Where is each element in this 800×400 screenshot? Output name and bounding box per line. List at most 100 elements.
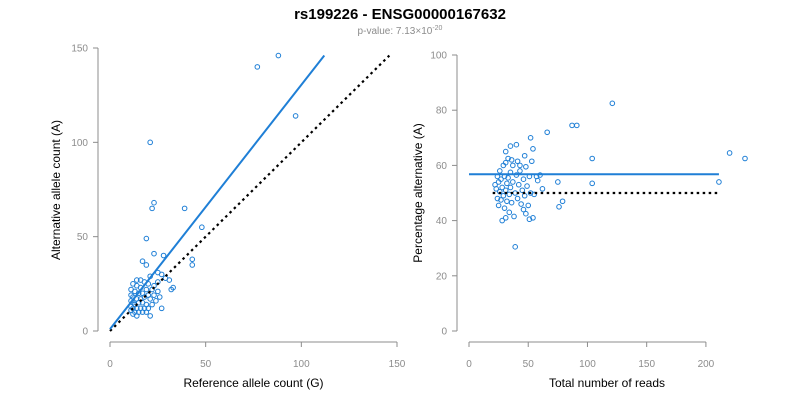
y-tick-label: 0: [441, 327, 447, 338]
data-point: [499, 217, 505, 224]
data-point: [147, 313, 153, 319]
data-point: [726, 150, 733, 156]
data-point: [494, 195, 501, 202]
x-tick-label: 50: [200, 359, 212, 370]
data-point: [512, 244, 518, 250]
data-point: [500, 162, 507, 169]
x-tick-label: 150: [638, 359, 655, 370]
data-point: [517, 168, 523, 174]
data-point: [147, 296, 153, 302]
data-point: [502, 187, 509, 194]
data-point: [147, 139, 153, 146]
data-point: [139, 258, 146, 264]
data-point: [716, 179, 722, 185]
data-point: [519, 187, 526, 194]
x-axis-title: Reference allele count (G): [183, 376, 323, 390]
data-point: [520, 176, 527, 182]
data-point: [520, 206, 527, 213]
data-point: [158, 271, 165, 278]
y-axis-title: Alternative allele count (A): [49, 120, 63, 260]
data-point: [254, 64, 261, 70]
x-tick-label: 200: [698, 359, 715, 370]
data-point: [544, 129, 550, 136]
data-point: [151, 250, 157, 257]
data-point: [523, 210, 529, 217]
p-value-exponent: -20: [432, 25, 442, 32]
data-point: [495, 202, 502, 209]
data-point: [504, 198, 510, 205]
y-tick-label: 100: [71, 138, 88, 149]
data-point: [531, 191, 537, 198]
data-point: [527, 190, 534, 196]
data-point: [189, 256, 196, 263]
data-point: [505, 155, 511, 162]
data-point: [189, 262, 196, 268]
data-point: [521, 152, 528, 159]
data-point: [510, 179, 516, 185]
data-point: [139, 309, 146, 315]
data-point: [160, 252, 167, 259]
data-point: [506, 191, 513, 198]
data-point: [507, 143, 514, 149]
data-point: [149, 205, 155, 212]
data-point: [530, 146, 536, 152]
data-point: [534, 177, 541, 184]
x-tick-label: 100: [293, 359, 310, 370]
x-axis-title: Total number of reads: [549, 376, 665, 390]
x-tick-label: 0: [107, 359, 113, 370]
fit-line: [109, 54, 326, 330]
data-point: [506, 209, 513, 216]
data-point: [133, 277, 140, 283]
y-tick-label: 0: [82, 327, 88, 338]
data-point: [199, 224, 205, 231]
data-point: [133, 313, 140, 319]
data-point: [181, 205, 188, 212]
data-point: [609, 100, 616, 107]
data-point: [158, 305, 165, 312]
data-point: [508, 157, 515, 163]
data-point: [569, 122, 575, 129]
data-point: [504, 180, 510, 187]
p-value-text: p-value: 7.13×10: [358, 26, 433, 37]
data-point: [507, 184, 514, 191]
y-tick-label: 60: [436, 161, 448, 172]
y-tick-label: 80: [436, 106, 448, 117]
data-point: [521, 192, 528, 199]
data-point: [502, 148, 509, 155]
data-point: [155, 288, 161, 295]
data-point: [149, 301, 155, 308]
x-tick-label: 0: [466, 359, 472, 370]
data-point: [168, 286, 175, 293]
data-point: [525, 202, 532, 209]
data-point: [526, 216, 533, 223]
data-point: [141, 294, 148, 300]
data-point: [151, 199, 157, 206]
y-tick-label: 20: [436, 271, 448, 282]
data-point: [514, 158, 521, 165]
data-point: [166, 277, 173, 283]
data-point: [514, 195, 521, 202]
data-point: [742, 155, 748, 162]
data-point: [493, 186, 500, 192]
data-point: [539, 186, 546, 192]
data-point: [555, 179, 561, 185]
data-point: [156, 294, 163, 300]
data-point: [496, 168, 503, 174]
data-point: [518, 201, 524, 207]
data-point: [143, 286, 150, 293]
chart-subtitle: p-value: 7.13×10-20: [358, 25, 443, 37]
data-point: [524, 183, 530, 189]
data-point: [149, 286, 155, 293]
data-point: [151, 292, 157, 298]
data-point: [510, 162, 516, 169]
data-point: [135, 299, 142, 306]
data-point: [530, 215, 536, 221]
data-point: [501, 205, 508, 211]
data-point: [500, 192, 507, 199]
chart-title: rs199226 - ENSG00000167632: [294, 6, 506, 23]
data-point: [559, 198, 566, 205]
data-point: [502, 215, 509, 221]
data-point: [589, 180, 595, 187]
data-point: [143, 262, 150, 268]
